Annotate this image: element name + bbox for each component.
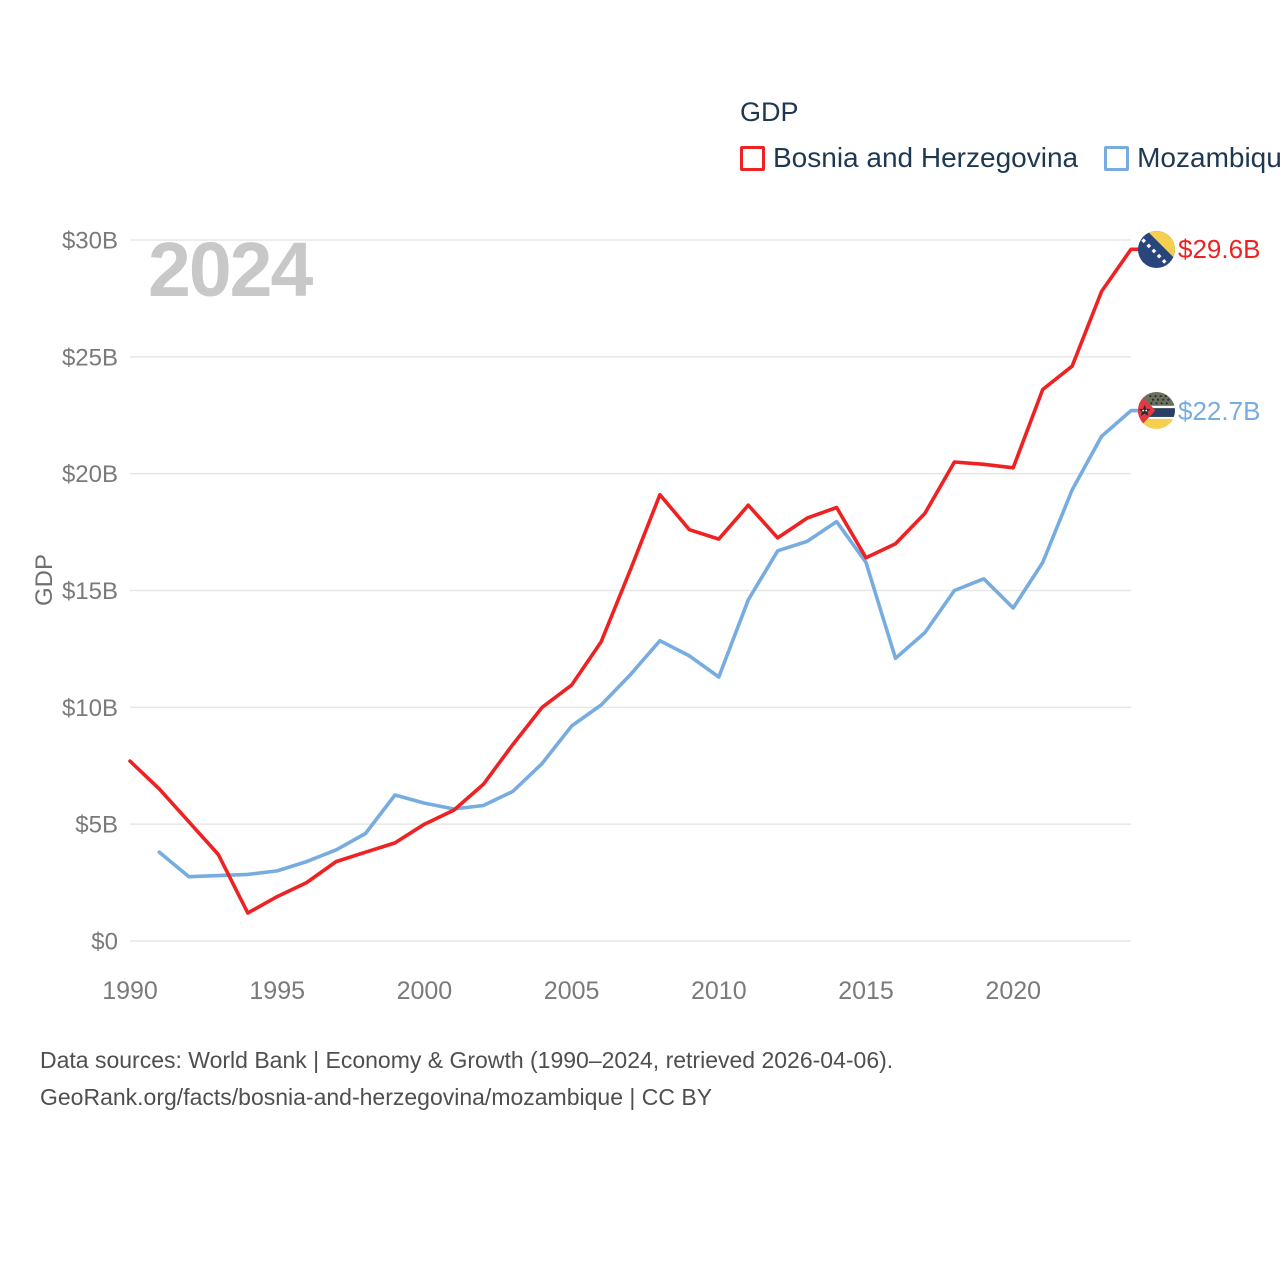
x-tick-label: 1995: [249, 977, 305, 1005]
year-watermark: 2024: [148, 227, 313, 313]
mozambique-flag-icon: [1138, 392, 1175, 430]
series-line-mozambique: [157, 408, 1145, 879]
x-tick-label: 2005: [544, 977, 600, 1005]
legend-title: GDP: [740, 97, 799, 127]
bosnia-and-herzegovina-flag-icon: [1138, 230, 1175, 268]
mozambique-series-swatch-icon: [1104, 145, 1130, 171]
y-tick-label: $10B: [62, 695, 118, 722]
y-tick-label: $25B: [62, 344, 118, 371]
x-tick-label: 1990: [102, 977, 158, 1005]
x-tick-label: 2000: [397, 977, 453, 1005]
x-tick-label: 2015: [838, 977, 894, 1005]
footer-line-sources: Data sources: World Bank | Economy & Gro…: [40, 1047, 894, 1073]
x-tick-label: 2020: [985, 977, 1041, 1005]
gdp-line-chart: $0 $5B $10B $15B $20B $25B $30B 1990 1995 2000 200…: [62, 228, 1145, 1005]
y-tick-label: $5B: [75, 812, 118, 839]
y-tick-label: $30B: [62, 228, 118, 255]
chart-legend: GDP Bosnia and Herzegovina Mozambique: [740, 97, 1280, 174]
legend-items: Bosnia and Herzegovina Mozambique: [740, 142, 1280, 174]
y-tick-label: $20B: [62, 461, 118, 488]
y-tick-label: $0: [91, 929, 118, 956]
bosnia-end-value-label: $29.6B: [1178, 234, 1261, 265]
legend-label-bosnia-and-herzegovina: Bosnia and Herzegovina: [773, 142, 1079, 173]
data-sources-footer: Data sources: World Bank | Economy & Gro…: [40, 1042, 893, 1116]
mozambique-end-value-label: $22.7B: [1178, 395, 1261, 426]
x-tick-label: 2010: [691, 977, 747, 1005]
legend-item-bosnia-and-herzegovina[interactable]: Bosnia and Herzegovina: [740, 142, 1078, 174]
y-tick-label: $15B: [62, 578, 118, 605]
series-line-bosnia-and-herzegovina: [128, 247, 1145, 915]
bosnia-series-swatch-icon: [740, 145, 765, 171]
legend-item-mozambique[interactable]: Mozambique: [1104, 142, 1280, 174]
footer-line-attribution: GeoRank.org/facts/bosnia-and-herzegovina…: [40, 1084, 713, 1110]
legend-label-mozambique: Mozambique: [1137, 142, 1280, 173]
